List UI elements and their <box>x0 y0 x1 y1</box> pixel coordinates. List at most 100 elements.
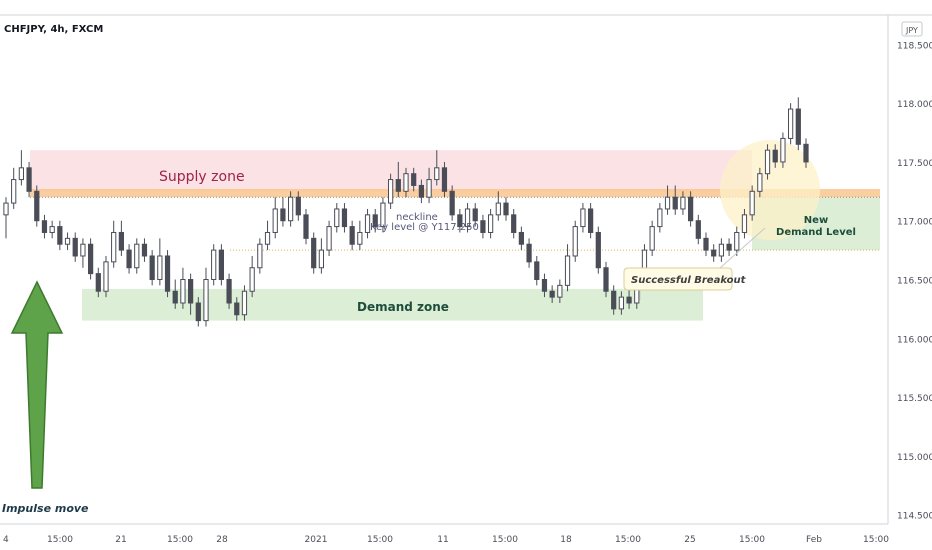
candle-body <box>534 261 540 280</box>
candle-body <box>803 143 809 163</box>
candle-body <box>680 196 686 210</box>
candle-body <box>495 202 501 216</box>
breakout-label: Successful Breakout <box>631 275 747 286</box>
candle-body <box>195 302 201 322</box>
candle-body <box>549 290 555 298</box>
candle-body <box>18 167 24 181</box>
candle-body <box>434 167 440 181</box>
time-axis[interactable]: 4 15:00 21 15:00 28 2021 15:00 11 15:00 18 15:00 25… <box>3 535 889 545</box>
candle-body <box>218 249 224 280</box>
candle-body <box>311 237 317 269</box>
price-tick-label: 115.000 <box>897 453 932 463</box>
candle-body <box>164 255 171 292</box>
time-tick-label: 15:00 <box>167 535 193 545</box>
price-tick-label: 116.000 <box>897 335 932 345</box>
candle-body <box>457 214 463 228</box>
candle-body <box>111 231 117 263</box>
time-tick-label: 15:00 <box>367 535 393 545</box>
candle-body <box>57 226 63 245</box>
candle-body <box>126 249 132 269</box>
candle-body <box>72 237 78 257</box>
candle-body <box>95 273 101 292</box>
candle-body <box>488 214 494 233</box>
key-level-band[interactable] <box>30 188 880 198</box>
candle-body <box>688 196 694 222</box>
candle-body <box>264 231 271 245</box>
candle-body <box>3 202 9 216</box>
candle-body <box>295 196 301 216</box>
candle-body <box>718 243 724 257</box>
impulse-arrow-icon <box>10 280 64 489</box>
candle-body <box>203 278 209 322</box>
candle-body <box>26 167 32 192</box>
candle-body <box>788 108 794 139</box>
candle-body <box>603 267 609 292</box>
price-tick-label: 115.500 <box>897 394 932 404</box>
candle-body <box>326 226 332 251</box>
candle-body <box>88 243 94 275</box>
symbol-title[interactable]: CHFJPY, 4h, FXCM <box>4 24 103 35</box>
candle-body <box>41 220 48 233</box>
candle-body <box>172 290 178 304</box>
candle-body <box>49 226 55 233</box>
time-tick-label: 15:00 <box>47 535 73 545</box>
candle-body <box>764 149 771 175</box>
time-tick-label: 21 <box>115 535 126 545</box>
candle-body <box>564 255 571 286</box>
currency-badge-label: JPY <box>905 26 918 35</box>
candle-body <box>772 149 778 163</box>
new-demand-label-line1: New <box>804 215 828 226</box>
candle-body <box>157 255 163 280</box>
candle-body <box>364 214 371 233</box>
candle-body <box>149 255 155 280</box>
candle-body <box>572 226 578 257</box>
candle-body <box>388 179 394 204</box>
currency-badge[interactable] <box>901 21 923 37</box>
time-tick-label: 15:00 <box>863 535 889 545</box>
candle-body <box>664 196 671 210</box>
time-tick-label: 11 <box>437 535 448 545</box>
breakout-callout <box>623 267 733 291</box>
candle-body <box>657 208 663 228</box>
candle-body <box>188 278 194 304</box>
candle-body <box>334 208 340 228</box>
candle-body <box>441 167 448 192</box>
time-tick-label: 15:00 <box>615 535 641 545</box>
candle-body <box>472 208 478 222</box>
time-tick-label: 18 <box>560 535 572 545</box>
time-tick-label: 15:00 <box>492 535 518 545</box>
candle-body <box>449 190 455 216</box>
price-tick-label: 117.500 <box>897 159 932 169</box>
new-demand-label-line2: Demand Level <box>776 227 856 238</box>
candle-body <box>541 278 548 292</box>
candle-body <box>34 190 40 222</box>
candle-body <box>411 173 417 186</box>
candle-body <box>134 243 140 269</box>
time-tick-label: Feb <box>806 535 822 545</box>
candle-body <box>480 220 486 233</box>
candle-body <box>349 226 355 245</box>
price-tick-label: 114.500 <box>897 512 932 522</box>
candle-body <box>249 267 255 292</box>
candle-body <box>234 302 240 316</box>
candle-body <box>611 290 617 310</box>
price-axis[interactable]: 114.500 115.000 115.500 116.000 116.500 117.0… <box>897 41 932 521</box>
price-tick-label: 117.000 <box>897 218 932 228</box>
candle-body <box>303 214 309 239</box>
candle-body <box>211 249 217 280</box>
candle-body <box>11 179 17 204</box>
candle-body <box>372 214 378 228</box>
candle-body <box>734 231 740 251</box>
candle-body <box>695 220 701 239</box>
candle-body <box>757 173 763 192</box>
candle-body <box>580 208 586 228</box>
candle-body <box>518 231 524 245</box>
candle-body <box>64 237 71 245</box>
neckline-label: neckline <box>396 212 438 223</box>
candle-body <box>80 243 86 257</box>
time-tick-label: 2021 <box>305 535 328 545</box>
price-tick-label: 118.500 <box>897 41 932 51</box>
candle-body <box>526 243 532 263</box>
